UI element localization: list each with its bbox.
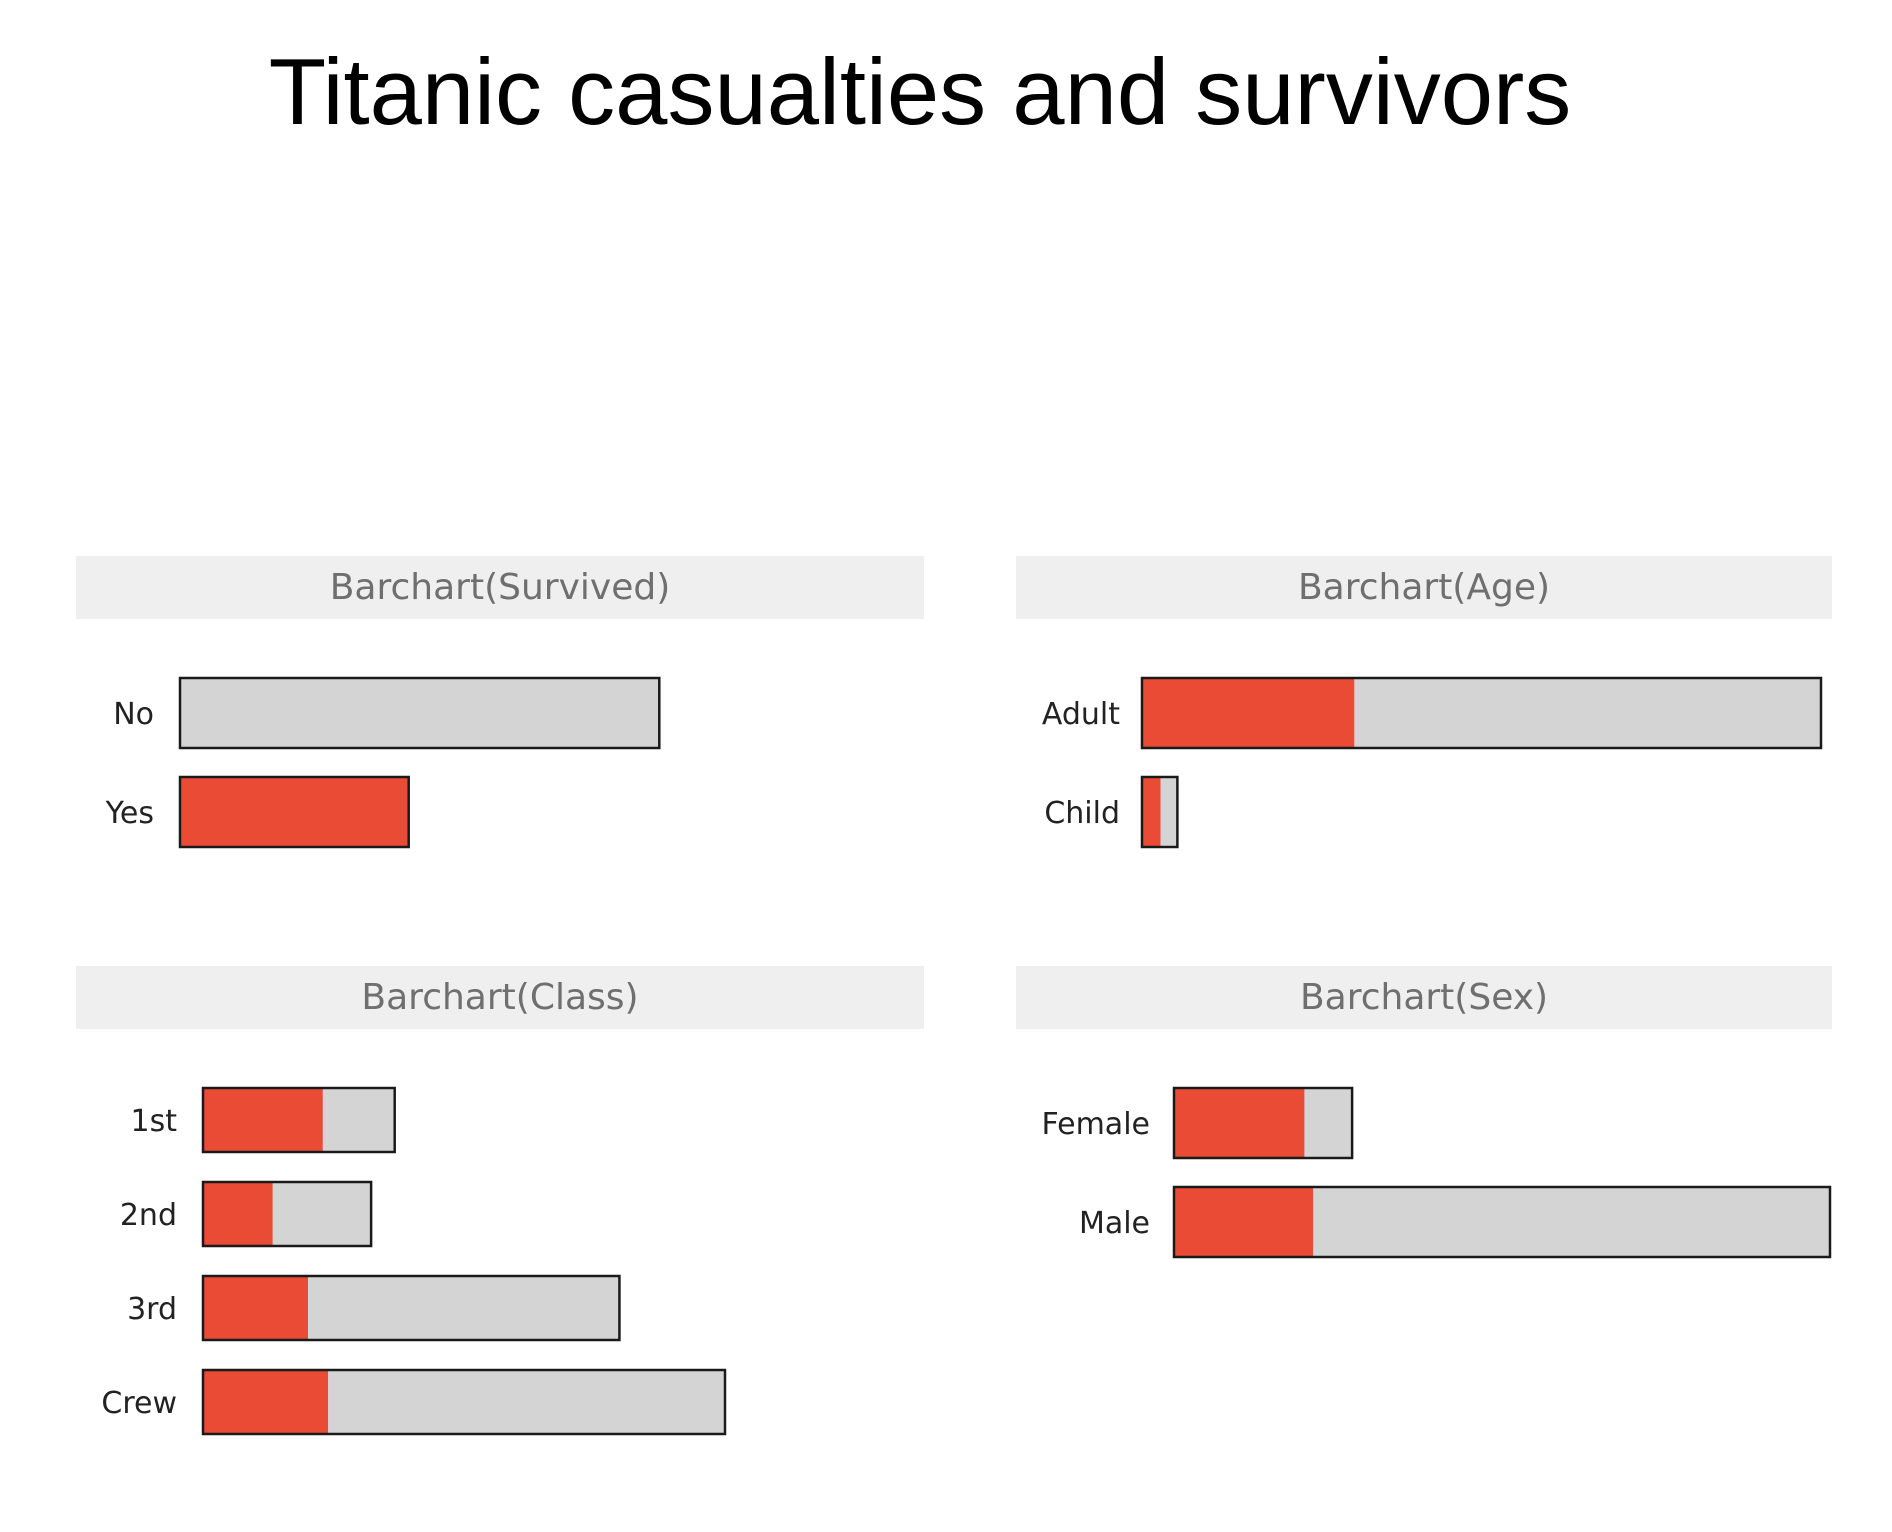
barchart-class-label-1st: 1st [131, 1104, 178, 1139]
barchart-class-label-crew: Crew [101, 1386, 177, 1421]
barchart-class-panel: Barchart(Class) 1st 2nd 3rd Crew [76, 966, 924, 1446]
barchart-sex-bar-survived-male [1174, 1187, 1314, 1257]
barchart-age-bar-survived-adult [1142, 678, 1355, 748]
barchart-class-bar-survived-1st [203, 1088, 323, 1152]
barchart-survived-bar-survived-yes [180, 777, 409, 847]
barchart-class-bar-outline-crew [201, 1368, 727, 1436]
barchart-age-header: Barchart(Age) [1016, 556, 1832, 619]
barchart-survived-bar-total-no [180, 678, 660, 748]
barchart-age-bar-outline-child [1140, 775, 1179, 849]
barchart-class-bar-survived-2nd [203, 1182, 273, 1246]
barchart-sex-bar-outline-male [1172, 1185, 1832, 1259]
barchart-survived-panel: Barchart(Survived) No Yes [76, 556, 924, 956]
barchart-sex-bar-survived-female [1174, 1088, 1305, 1158]
barchart-class-bar-survived-3rd [203, 1276, 308, 1340]
barchart-age-plot: Adult Child [1042, 676, 1823, 849]
barchart-class-label-3rd: 3rd [127, 1292, 177, 1327]
barchart-class-plot: 1st 2nd 3rd Crew [101, 1086, 727, 1436]
barchart-survived-label-yes: Yes [105, 796, 154, 831]
barchart-survived-bar-outline-yes [178, 775, 410, 849]
barchart-sex-plot: Female Male [1042, 1086, 1832, 1259]
barchart-age-label-child: Child [1044, 796, 1120, 831]
barchart-sex-label-male: Male [1079, 1206, 1150, 1241]
barchart-age-panel: Barchart(Age) Adult Child [1016, 556, 1832, 956]
barchart-survived-bar-outline-no [178, 676, 661, 750]
barchart-age-label-adult: Adult [1042, 697, 1120, 732]
barchart-class-bar-outline-3rd [201, 1274, 621, 1342]
barchart-sex-bar-outline-female [1172, 1086, 1354, 1160]
barchart-survived-label-no: No [113, 697, 154, 732]
barchart-survived-plot: No Yes [105, 676, 661, 849]
barchart-sex-panel: Barchart(Sex) Female Male [1016, 966, 1832, 1366]
barchart-class-label-2nd: 2nd [120, 1198, 177, 1233]
page-title: Titanic casualties and survivors [268, 39, 1572, 144]
barchart-class-bar-outline-2nd [201, 1180, 373, 1248]
barchart-age-bar-outline-adult [1140, 676, 1823, 750]
barchart-sex-header: Barchart(Sex) [1016, 966, 1832, 1029]
barchart-class-header: Barchart(Class) [76, 966, 924, 1029]
barchart-age-bar-survived-child [1142, 777, 1161, 847]
barchart-survived-header: Barchart(Survived) [76, 556, 924, 619]
barchart-class-bar-outline-1st [201, 1086, 396, 1154]
barchart-sex-label-female: Female [1042, 1107, 1150, 1142]
barchart-class-bar-survived-crew [203, 1370, 329, 1434]
